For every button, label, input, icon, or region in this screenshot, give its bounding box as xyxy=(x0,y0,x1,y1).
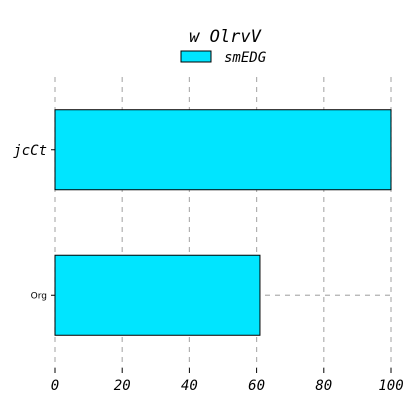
y-tick-label-jcCt: jcCt xyxy=(13,143,47,159)
legend-swatch xyxy=(180,50,212,63)
bars xyxy=(54,109,392,336)
x-tick-label-80: 80 xyxy=(315,378,332,394)
x-tick-label-40: 40 xyxy=(181,378,198,394)
chart-title: w OlrvV xyxy=(189,27,261,47)
legend: smEDG xyxy=(180,50,267,66)
x-tick-label-20: 20 xyxy=(114,378,131,394)
x-axis: 0 20 40 60 80 100 xyxy=(51,368,404,394)
x-tick-label-100: 100 xyxy=(378,378,403,394)
y-axis: jcCt Org xyxy=(13,143,55,301)
legend-label: smEDG xyxy=(224,50,267,66)
y-tick-label-Org: Org xyxy=(31,291,47,301)
x-tick-label-60: 60 xyxy=(248,378,265,394)
bar-Org xyxy=(54,254,261,336)
x-tick-label-0: 0 xyxy=(51,378,59,394)
bar-jcCt xyxy=(54,109,392,191)
